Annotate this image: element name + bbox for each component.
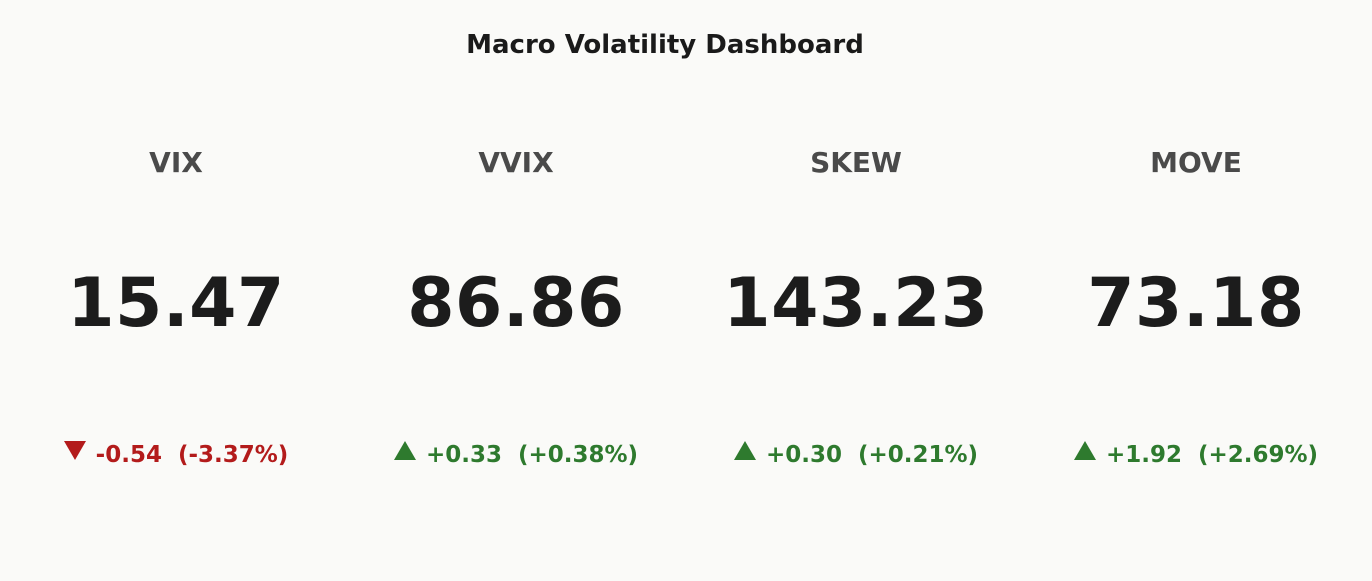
indicator-name: MOVE: [1150, 146, 1242, 179]
indicator-change-pct: (-3.37%): [177, 442, 289, 468]
indicator-change-abs: +0.30: [765, 442, 842, 468]
indicator-change-pct: (+0.38%): [517, 442, 639, 468]
triangle-up-icon: [1073, 441, 1096, 460]
triangle-up-icon: [393, 441, 416, 460]
indicator-tile-vvix: VVIX 86.86 +0.33 (+0.38%): [346, 0, 686, 581]
indicator-change-abs: -0.54: [95, 442, 162, 468]
indicator-change: +0.30 (+0.21%): [686, 441, 1026, 468]
indicator-tile-skew: SKEW 143.23 +0.30 (+0.21%): [686, 0, 1026, 581]
indicator-value: 86.86: [407, 264, 625, 343]
page-title: Macro Volatility Dashboard: [466, 30, 864, 60]
indicator-change-abs: +0.33: [425, 442, 502, 468]
indicator-name: SKEW: [810, 146, 902, 179]
indicator-value: 73.18: [1087, 264, 1305, 343]
indicator-value: 15.47: [67, 264, 285, 343]
indicator-tiles: VIX 15.47 -0.54 (-3.37%) VVIX 86.86 +0.33 (+0.3…: [6, 0, 1366, 581]
indicator-change: +0.33 (+0.38%): [346, 441, 686, 468]
indicator-change-pct: (+2.69%): [1197, 442, 1319, 468]
indicator-change-abs: +1.92: [1105, 442, 1182, 468]
indicator-value: 143.23: [723, 264, 989, 343]
indicator-name: VVIX: [478, 146, 554, 179]
indicator-tile-vix: VIX 15.47 -0.54 (-3.37%): [6, 0, 346, 581]
indicator-change-pct: (+0.21%): [857, 442, 979, 468]
triangle-down-icon: [63, 441, 86, 460]
indicator-name: VIX: [149, 146, 203, 179]
triangle-up-icon: [733, 441, 756, 460]
indicator-change: -0.54 (-3.37%): [6, 441, 346, 468]
indicator-tile-move: MOVE 73.18 +1.92 (+2.69%): [1026, 0, 1366, 581]
indicator-change: +1.92 (+2.69%): [1026, 441, 1366, 468]
